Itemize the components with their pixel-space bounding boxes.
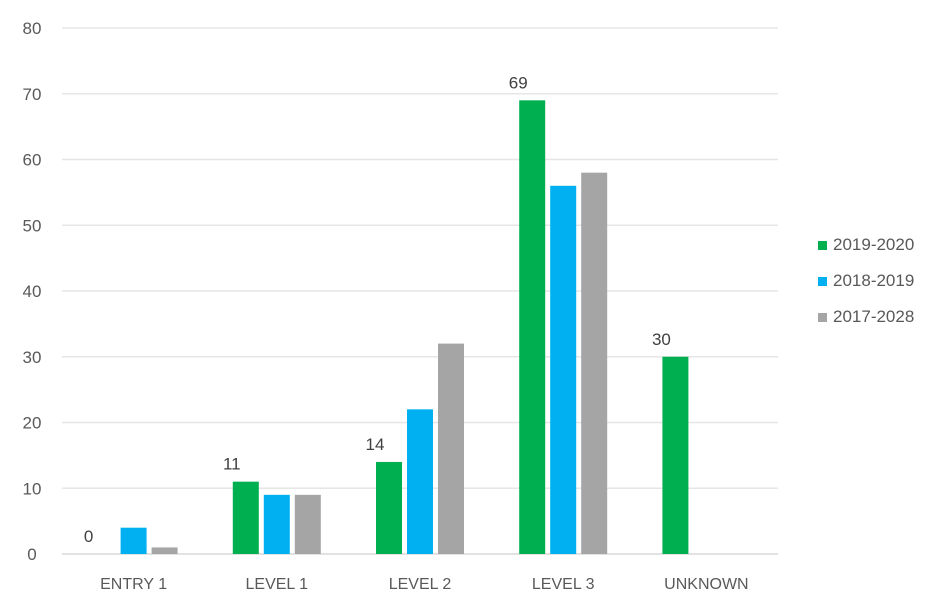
bars	[120, 100, 689, 555]
y-tick-label: 20	[23, 414, 42, 433]
y-tick-label: 10	[23, 479, 42, 498]
bar	[376, 461, 402, 554]
x-tick-label: LEVEL 1	[246, 576, 309, 593]
bar	[662, 356, 689, 554]
bar	[438, 343, 464, 554]
legend-label: 2019-2020	[833, 235, 915, 254]
bar	[519, 100, 546, 554]
y-tick-label: 60	[23, 151, 42, 170]
x-tick-label: ENTRY 1	[100, 576, 167, 593]
bar	[294, 494, 321, 554]
bar	[581, 172, 608, 554]
bar	[151, 547, 178, 554]
data-label: 14	[366, 435, 385, 454]
y-tick-label: 30	[23, 348, 42, 367]
gridlines	[62, 27, 778, 555]
x-axis: ENTRY 1 LEVEL 1 LEVEL 2 LEVEL 3 UNKNOWN	[100, 576, 749, 593]
legend-label: 2018-2019	[833, 271, 915, 290]
y-tick-label: 0	[27, 545, 36, 564]
y-tick-label: 40	[23, 282, 42, 301]
data-label: 30	[652, 330, 671, 349]
data-label: 11	[223, 455, 241, 474]
bar	[263, 494, 290, 554]
legend: 2019-2020 2018-2019 2017-2028	[818, 230, 914, 338]
x-tick-label: UNKNOWN	[664, 576, 748, 593]
legend-swatch	[818, 276, 827, 286]
y-axis: 0 10 20 30 40 50 60 70 80	[23, 19, 42, 564]
bar	[407, 409, 433, 554]
data-labels: 0 11 14 69 30	[84, 73, 671, 546]
legend-item-series-2: 2017-2028	[818, 302, 914, 332]
y-tick-label: 50	[23, 216, 42, 235]
x-tick-label: LEVEL 2	[389, 576, 452, 593]
y-tick-label: 70	[23, 85, 42, 104]
data-label: 0	[84, 527, 93, 546]
bar	[550, 185, 577, 555]
legend-swatch	[818, 240, 827, 250]
legend-label: 2017-2028	[833, 307, 915, 326]
data-label: 69	[509, 73, 528, 92]
bar	[232, 481, 259, 554]
legend-item-series-1: 2018-2019	[818, 266, 914, 296]
legend-swatch	[818, 312, 827, 322]
y-tick-label: 80	[23, 19, 42, 38]
legend-item-series-0: 2019-2020	[818, 230, 914, 260]
bar	[120, 527, 147, 554]
x-tick-label: LEVEL 3	[532, 576, 595, 593]
